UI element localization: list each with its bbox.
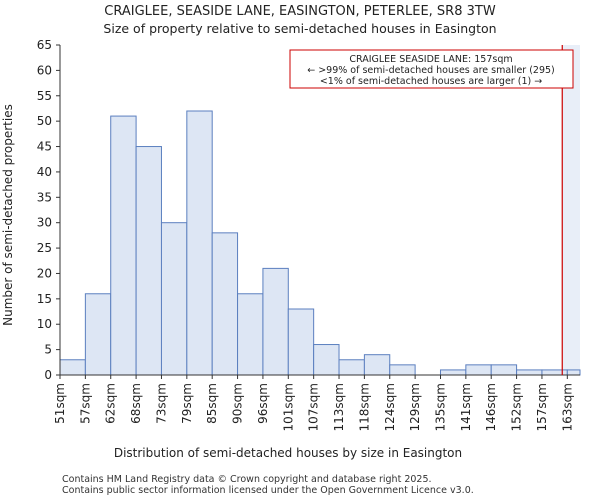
- footer-line-1: Contains HM Land Registry data © Crown c…: [62, 474, 432, 485]
- y-tick-label: 50: [37, 114, 52, 128]
- x-tick-label: 90sqm: [231, 383, 245, 424]
- x-tick-label: 107sqm: [307, 383, 321, 431]
- bars-layer: [59, 110, 581, 376]
- chart-subtitle: Size of property relative to semi-detach…: [103, 21, 496, 36]
- footer-line-2: Contains public sector information licen…: [62, 485, 474, 496]
- x-tick-label: 124sqm: [383, 383, 397, 431]
- histogram-bar-152sqm: [516, 369, 543, 376]
- x-tick-label: 79sqm: [180, 383, 194, 424]
- histogram-bar-tail: [566, 369, 581, 376]
- histogram-bar-124sqm: [389, 364, 416, 376]
- annotation-box: CRAIGLEE SEASIDE LANE: 157sqm ← >99% of …: [289, 49, 574, 89]
- histogram-bar-101sqm: [287, 308, 315, 376]
- histogram-bar-141sqm: [465, 364, 492, 376]
- histogram-bar-57sqm: [84, 293, 112, 376]
- y-tick-label: 0: [44, 368, 52, 382]
- x-axis-label: Distribution of semi-detached houses by …: [114, 446, 462, 460]
- histogram-bar-146sqm: [490, 364, 518, 376]
- x-tick-label: 85sqm: [205, 383, 219, 424]
- x-tick-label: 96sqm: [256, 383, 270, 424]
- histogram-bar-113sqm: [338, 359, 365, 376]
- histogram-bar-79sqm: [186, 110, 213, 376]
- y-tick-label: 65: [37, 38, 52, 52]
- highlight-region: [562, 45, 580, 375]
- histogram-bar-135sqm: [439, 369, 467, 376]
- y-tick-label: 45: [37, 140, 52, 154]
- y-tick-label: 55: [37, 89, 52, 103]
- y-tick-label: 60: [37, 63, 52, 77]
- histogram-bar-68sqm: [135, 146, 162, 376]
- x-tick-label: 73sqm: [154, 383, 168, 424]
- x-tick-label: 68sqm: [129, 383, 143, 424]
- x-tick-label: 57sqm: [78, 383, 92, 424]
- annotation-line-2: ← >99% of semi-detached houses are small…: [307, 65, 555, 76]
- y-tick-label: 40: [37, 165, 52, 179]
- y-tick-label: 5: [44, 343, 52, 357]
- x-tick-label: 101sqm: [281, 383, 295, 431]
- histogram-bar-51sqm: [59, 359, 86, 376]
- x-tick-label: 62sqm: [104, 383, 118, 424]
- x-tick-label: 118sqm: [357, 383, 371, 431]
- x-tick-label: 113sqm: [332, 383, 346, 431]
- y-tick-label: 30: [37, 216, 52, 230]
- x-tick-label: 163sqm: [560, 383, 574, 431]
- y-tick-label: 10: [37, 317, 52, 331]
- annotation-line-1: CRAIGLEE SEASIDE LANE: 157sqm: [349, 54, 512, 65]
- y-tick-label: 15: [37, 292, 52, 306]
- x-ticks-layer: 51sqm 57sqm 62sqm 68sqm 73sqm 79sqm 85sqm 90sqm…: [53, 375, 574, 431]
- highlight-region-layer: [562, 45, 580, 375]
- x-tick-label: 135sqm: [433, 383, 447, 431]
- y-tick-label: 25: [37, 241, 52, 255]
- annotation-line-3: <1% of semi-detached houses are larger (…: [320, 76, 542, 87]
- x-tick-label: 157sqm: [535, 383, 549, 431]
- histogram-bar-157sqm: [541, 369, 568, 376]
- histogram-bar-62sqm: [110, 115, 137, 376]
- histogram-bar-118sqm: [363, 354, 391, 376]
- chart-title: CRAIGLEE, SEASIDE LANE, EASINGTON, PETER…: [104, 4, 496, 19]
- x-tick-label: 51sqm: [53, 383, 67, 424]
- y-tick-label: 20: [37, 266, 52, 280]
- y-ticks-layer: 0 5 10 15 20 25 30 35 40 45 50 55 60 65: [37, 38, 60, 382]
- annotation-border: [289, 49, 574, 89]
- x-tick-label: 146sqm: [484, 383, 498, 431]
- histogram-bar-73sqm: [160, 222, 188, 376]
- y-axis-label: Number of semi-detached properties: [1, 104, 15, 326]
- histogram-bar-85sqm: [211, 232, 239, 376]
- y-tick-label: 35: [37, 190, 52, 204]
- x-tick-label: 129sqm: [408, 383, 422, 431]
- histogram-bar-107sqm: [313, 344, 340, 376]
- histogram-bar-96sqm: [262, 267, 289, 376]
- histogram-bar-90sqm: [237, 293, 264, 376]
- x-tick-label: 152sqm: [510, 383, 524, 431]
- x-tick-label: 141sqm: [459, 383, 473, 431]
